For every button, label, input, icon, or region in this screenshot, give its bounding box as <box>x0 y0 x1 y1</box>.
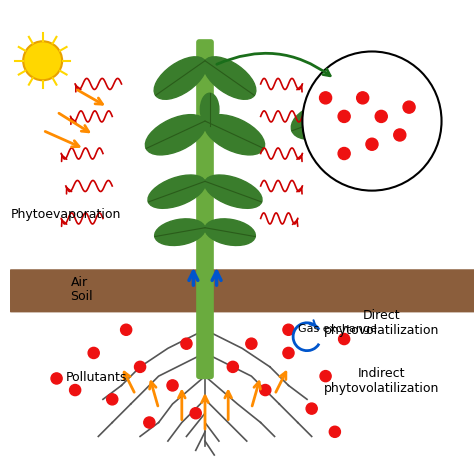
Circle shape <box>23 41 62 80</box>
Ellipse shape <box>148 175 205 208</box>
Text: Indirect
phytovolatilization: Indirect phytovolatilization <box>324 367 439 395</box>
Ellipse shape <box>154 57 207 99</box>
Circle shape <box>135 361 146 373</box>
Ellipse shape <box>201 93 219 126</box>
Circle shape <box>51 373 62 384</box>
Ellipse shape <box>203 57 256 99</box>
Ellipse shape <box>146 115 206 155</box>
Ellipse shape <box>205 175 262 208</box>
Circle shape <box>319 92 332 104</box>
Circle shape <box>338 110 350 122</box>
Circle shape <box>181 338 192 349</box>
Circle shape <box>283 347 294 358</box>
Circle shape <box>120 324 132 335</box>
Circle shape <box>70 384 81 396</box>
FancyBboxPatch shape <box>10 279 474 302</box>
Circle shape <box>260 384 271 396</box>
Circle shape <box>190 408 201 419</box>
Ellipse shape <box>205 219 255 246</box>
Text: Pollutants: Pollutants <box>66 371 127 384</box>
Circle shape <box>320 371 331 382</box>
Ellipse shape <box>204 115 264 155</box>
Text: Direct
phytovolatilization: Direct phytovolatilization <box>324 309 439 337</box>
Text: Phytoevaporation: Phytoevaporation <box>11 209 121 221</box>
Circle shape <box>338 147 350 160</box>
Circle shape <box>338 334 350 345</box>
Circle shape <box>144 417 155 428</box>
Circle shape <box>329 426 340 438</box>
Circle shape <box>88 347 99 358</box>
Circle shape <box>167 380 178 391</box>
Circle shape <box>246 338 257 349</box>
Ellipse shape <box>362 122 420 159</box>
Circle shape <box>356 92 369 104</box>
Ellipse shape <box>155 219 205 246</box>
Circle shape <box>366 138 378 150</box>
Circle shape <box>227 361 238 373</box>
Circle shape <box>394 129 406 141</box>
Circle shape <box>306 403 317 414</box>
Circle shape <box>283 324 294 335</box>
Circle shape <box>403 101 415 113</box>
Circle shape <box>107 394 118 405</box>
Text: Gas exchange: Gas exchange <box>298 324 377 334</box>
Ellipse shape <box>291 103 345 139</box>
Circle shape <box>302 52 442 191</box>
Circle shape <box>375 110 387 122</box>
Text: Air: Air <box>71 276 88 289</box>
FancyBboxPatch shape <box>197 40 213 378</box>
Text: Soil: Soil <box>71 290 93 302</box>
